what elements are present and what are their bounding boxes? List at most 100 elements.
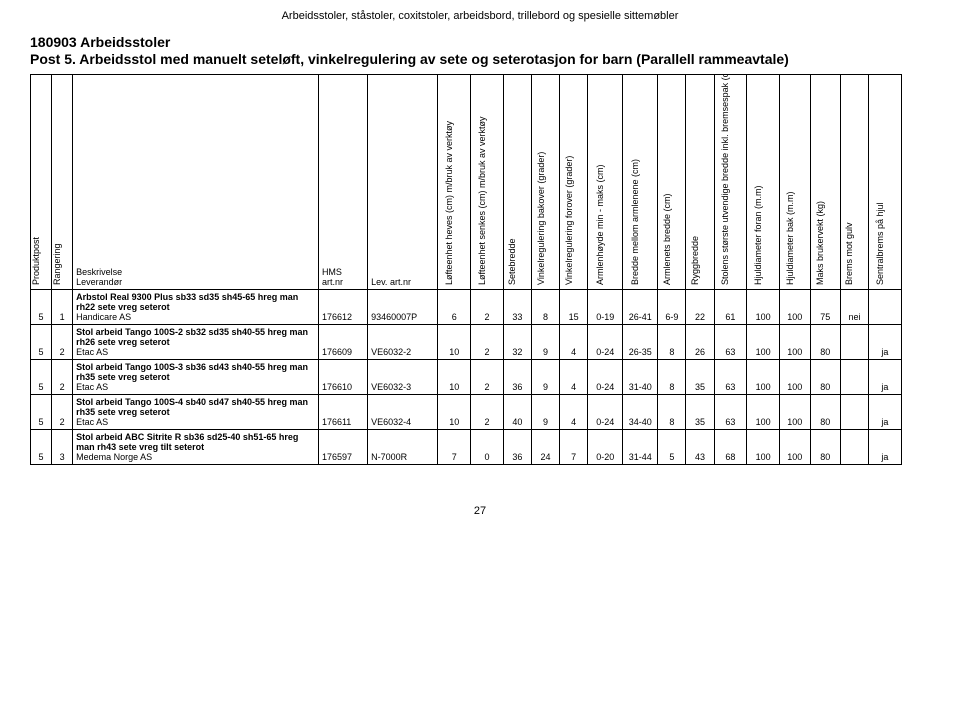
cell-v0: 10 (438, 360, 471, 395)
table-row: 52Stol arbeid Tango 100S-2 sb32 sd35 sh4… (31, 325, 930, 360)
col-vinkel-for: Vinkelregulering forover (grader) (560, 75, 588, 290)
col-lev: Lev. art.nr (368, 75, 438, 290)
cell-v2: 36 (503, 360, 531, 395)
supplier-name: Etac AS (76, 382, 315, 392)
cell-v14: ja (869, 430, 902, 465)
product-name: Stol arbeid Tango 100S-4 sb40 sd47 sh40-… (76, 397, 315, 417)
cell-hms: 176609 (318, 325, 367, 360)
supplier-name: Etac AS (76, 417, 315, 427)
cell-produktpost: 5 (31, 290, 52, 325)
col-ryggbredde: Ryggbredde (686, 75, 714, 290)
cell-v5: 0-24 (588, 360, 623, 395)
cell-lev: VE6032-2 (368, 325, 438, 360)
cell-v7: 6-9 (658, 290, 686, 325)
page-number: 27 (30, 505, 930, 517)
col-beskrivelse: Beskrivelse Leverandør (73, 75, 319, 290)
cell-v12: 80 (810, 325, 840, 360)
cell-v5: 0-24 (588, 325, 623, 360)
cell-v12: 80 (810, 360, 840, 395)
supplier-name: Handicare AS (76, 312, 315, 322)
cell-hms: 176611 (318, 395, 367, 430)
cell-v12: 75 (810, 290, 840, 325)
cell-lev: 93460007P (368, 290, 438, 325)
cell-v2: 32 (503, 325, 531, 360)
table-header-row: Produktpost Rangering Beskrivelse Levera… (31, 75, 930, 290)
cell-rangering: 2 (52, 325, 73, 360)
product-name: Stol arbeid Tango 100S-3 sb36 sd43 sh40-… (76, 362, 315, 382)
table-row: 52Stol arbeid Tango 100S-4 sb40 sd47 sh4… (31, 395, 930, 430)
cell-v8: 35 (686, 360, 714, 395)
cell-v7: 8 (658, 395, 686, 430)
cell-v10: 100 (747, 325, 780, 360)
cell-v4: 4 (560, 395, 588, 430)
cell-v1: 2 (471, 360, 504, 395)
cell-rangering: 2 (52, 395, 73, 430)
cell-v0: 6 (438, 290, 471, 325)
cell-v2: 36 (503, 430, 531, 465)
col-produktpost: Produktpost (31, 75, 52, 290)
cell-v14: ja (869, 360, 902, 395)
cell-v9: 68 (714, 430, 747, 465)
cell-v8: 22 (686, 290, 714, 325)
col-senkes: Løfteenhet senkes (cm) m/bruk av verktøy (471, 75, 504, 290)
col-heves: Løfteenhet heves (cm) m/bruk av verktøy (438, 75, 471, 290)
cell-v7: 5 (658, 430, 686, 465)
cell-v3: 8 (531, 290, 559, 325)
cell-v14: ja (869, 325, 902, 360)
cell-v10: 100 (747, 395, 780, 430)
cell-v8: 43 (686, 430, 714, 465)
product-name: Stol arbeid Tango 100S-2 sb32 sd35 sh40-… (76, 327, 315, 347)
product-name: Arbstol Real 9300 Plus sb33 sd35 sh45-65… (76, 292, 315, 312)
cell-hms: 176597 (318, 430, 367, 465)
cell-rangering: 1 (52, 290, 73, 325)
cell-v2: 33 (503, 290, 531, 325)
col-setebredde: Setebredde (503, 75, 531, 290)
cell-v9: 63 (714, 360, 747, 395)
table-row: 53Stol arbeid ABC Sitrite R sb36 sd25-40… (31, 430, 930, 465)
cell-beskrivelse: Stol arbeid Tango 100S-2 sb32 sd35 sh40-… (73, 325, 319, 360)
cell-v1: 2 (471, 395, 504, 430)
cell-v3: 24 (531, 430, 559, 465)
cell-produktpost: 5 (31, 395, 52, 430)
cell-v10: 100 (747, 430, 780, 465)
cell-v6: 31-44 (623, 430, 658, 465)
cell-v13 (840, 325, 868, 360)
cell-hms: 176610 (318, 360, 367, 395)
cell-v3: 9 (531, 325, 559, 360)
cell-beskrivelse: Stol arbeid Tango 100S-3 sb36 sd43 sh40-… (73, 360, 319, 395)
table-row: 52Stol arbeid Tango 100S-3 sb36 sd43 sh4… (31, 360, 930, 395)
cell-rangering: 2 (52, 360, 73, 395)
cell-v2: 40 (503, 395, 531, 430)
col-rangering: Rangering (52, 75, 73, 290)
cell-v0: 10 (438, 395, 471, 430)
cell-hms: 176612 (318, 290, 367, 325)
product-name: Stol arbeid ABC Sitrite R sb36 sd25-40 s… (76, 432, 315, 452)
title-block: 180903 Arbeidsstoler Post 5. Arbeidsstol… (30, 34, 930, 68)
cell-v5: 0-20 (588, 430, 623, 465)
supplier-name: Medema Norge AS (76, 452, 315, 462)
cell-v6: 34-40 (623, 395, 658, 430)
cell-produktpost: 5 (31, 430, 52, 465)
col-brems-gulv: Brems mot gulv (840, 75, 868, 290)
cell-v6: 26-35 (623, 325, 658, 360)
cell-v14: ja (869, 395, 902, 430)
cell-v14 (869, 290, 902, 325)
cell-rangering: 3 (52, 430, 73, 465)
cell-produktpost: 5 (31, 325, 52, 360)
cell-v8: 26 (686, 325, 714, 360)
cell-v13 (840, 360, 868, 395)
cell-v13 (840, 395, 868, 430)
cell-v9: 61 (714, 290, 747, 325)
cell-beskrivelse: Stol arbeid ABC Sitrite R sb36 sd25-40 s… (73, 430, 319, 465)
cell-v4: 7 (560, 430, 588, 465)
cell-v4: 4 (560, 360, 588, 395)
col-armlenhoyde: Armlenhøyde min - maks (cm) (588, 75, 623, 290)
beskrivelse-label: Beskrivelse (76, 267, 122, 277)
cell-v7: 8 (658, 325, 686, 360)
cell-v11: 100 (780, 360, 810, 395)
cell-v11: 100 (780, 325, 810, 360)
cell-v13 (840, 430, 868, 465)
cell-beskrivelse: Arbstol Real 9300 Plus sb33 sd35 sh45-65… (73, 290, 319, 325)
cell-v0: 7 (438, 430, 471, 465)
cell-v11: 100 (780, 290, 810, 325)
